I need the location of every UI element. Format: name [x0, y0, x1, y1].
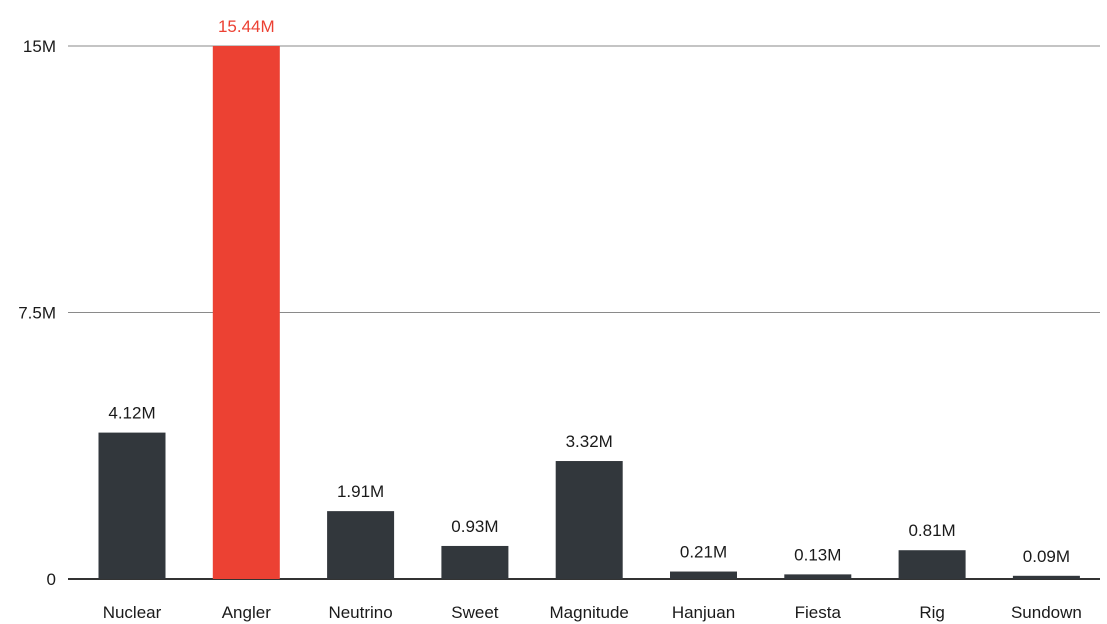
- bar-rig: [898, 550, 966, 579]
- data-label-sweet: 0.93M: [451, 517, 498, 536]
- y-tick-label: 7.5M: [18, 304, 56, 323]
- data-label-hanjuan: 0.21M: [680, 543, 727, 562]
- bar-nuclear: [98, 432, 166, 579]
- bar-hanjuan: [670, 571, 737, 579]
- category-label-magnitude: Magnitude: [550, 603, 629, 622]
- bar-angler: [212, 46, 280, 579]
- data-label-sundown: 0.09M: [1023, 547, 1070, 566]
- category-label-neutrino: Neutrino: [328, 603, 392, 622]
- y-tick-label: 0: [47, 570, 56, 589]
- data-labels: 4.12M 15.44M 1.91M 0.93M 3.32M 0.21M 0.13M 0.81…: [108, 17, 1070, 566]
- bar-sundown: [1012, 575, 1080, 579]
- data-label-neutrino: 1.91M: [337, 482, 384, 501]
- category-label-sweet: Sweet: [451, 603, 499, 622]
- category-label-hanjuan: Hanjuan: [672, 603, 735, 622]
- y-axis-tick-labels: 0 7.5M 15M: [18, 37, 56, 589]
- data-label-magnitude: 3.32M: [566, 432, 613, 451]
- bar-magnitude: [555, 461, 623, 579]
- category-label-angler: Angler: [222, 603, 271, 622]
- bars: [98, 46, 1080, 579]
- data-label-rig: 0.81M: [908, 521, 955, 540]
- bar-sweet: [441, 545, 509, 579]
- category-label-fiesta: Fiesta: [795, 603, 842, 622]
- data-label-nuclear: 4.12M: [108, 404, 155, 423]
- category-label-nuclear: Nuclear: [103, 603, 162, 622]
- y-tick-label: 15M: [23, 37, 56, 56]
- bar-neutrino: [327, 511, 395, 579]
- bar-fiesta: [784, 574, 852, 579]
- category-label-sundown: Sundown: [1011, 603, 1082, 622]
- x-axis-category-labels: Nuclear Angler Neutrino Sweet Magnitude Hanju…: [103, 603, 1082, 622]
- data-label-fiesta: 0.13M: [794, 545, 841, 564]
- category-label-rig: Rig: [919, 603, 945, 622]
- data-label-angler: 15.44M: [218, 17, 275, 36]
